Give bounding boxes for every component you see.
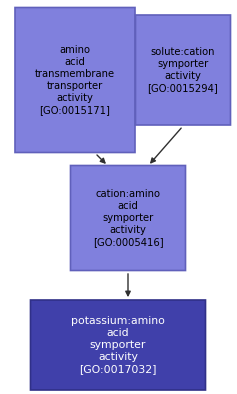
FancyBboxPatch shape — [136, 15, 231, 125]
FancyBboxPatch shape — [15, 7, 135, 152]
Text: cation:amino
acid
symporter
activity
[GO:0005416]: cation:amino acid symporter activity [GO… — [93, 189, 163, 247]
FancyBboxPatch shape — [70, 165, 186, 271]
Text: amino
acid
transmembrane
transporter
activity
[GO:0015171]: amino acid transmembrane transporter act… — [35, 45, 115, 115]
Text: solute:cation
symporter
activity
[GO:0015294]: solute:cation symporter activity [GO:001… — [148, 47, 218, 93]
FancyBboxPatch shape — [31, 300, 205, 390]
Text: potassium:amino
acid
symporter
activity
[GO:0017032]: potassium:amino acid symporter activity … — [71, 316, 165, 374]
